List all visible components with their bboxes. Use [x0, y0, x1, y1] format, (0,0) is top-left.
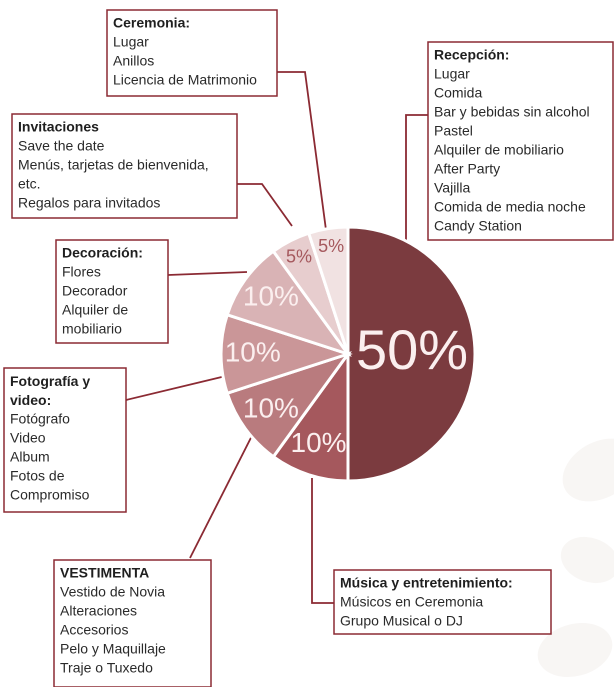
- item: Album: [10, 449, 50, 465]
- item: Regalos para invitados: [18, 195, 160, 211]
- value-label: 10%: [243, 392, 299, 423]
- item: Flores: [62, 264, 101, 280]
- item: Lugar: [434, 66, 470, 82]
- item: Accesorios: [60, 622, 128, 638]
- value-label: 50%: [356, 318, 468, 381]
- label-box: [53, 559, 212, 687]
- pie-slice: [225, 351, 352, 459]
- label-box: [11, 113, 238, 219]
- value-label: 10%: [291, 427, 347, 458]
- value-label: 5%: [286, 247, 312, 267]
- connector: [167, 271, 248, 276]
- value-label: 10%: [243, 280, 299, 311]
- item: Pelo y Maquillaje: [60, 641, 166, 657]
- item: Alquiler de mobiliario: [434, 142, 564, 158]
- value-label: 10%: [225, 336, 281, 367]
- pie-slice: [271, 349, 350, 483]
- category-title: Fotografía y video:: [10, 373, 90, 408]
- item: Pastel: [434, 123, 473, 139]
- item: Alquiler de: [62, 302, 128, 318]
- pie-slice: [219, 312, 353, 396]
- category-title: Invitaciones: [18, 119, 99, 135]
- category-title: Recepción:: [434, 47, 509, 63]
- label-box: [55, 239, 169, 344]
- item: Comida de media noche: [434, 199, 586, 215]
- item: Vestido de Novia: [60, 584, 165, 600]
- label-box: [427, 41, 614, 241]
- item: Bar y bebidas sin alcohol: [434, 104, 590, 120]
- connector: [405, 114, 428, 292]
- connector: [125, 374, 231, 401]
- item: Anillos: [113, 53, 154, 69]
- item: Grupo Musical o DJ: [340, 613, 463, 629]
- item: Candy Station: [434, 218, 522, 234]
- item: Fotógrafo: [10, 411, 70, 427]
- item: Menús, tarjetas de bienvenida,: [18, 157, 209, 173]
- item: Alteraciones: [60, 603, 137, 619]
- item: Vajilla: [434, 180, 471, 196]
- connector: [237, 183, 293, 227]
- category-title: Música y entretenimiento:: [340, 575, 513, 591]
- item: Compromiso: [10, 487, 90, 503]
- item: Licencia de Matrimonio: [113, 72, 257, 88]
- item: Fotos de: [10, 468, 65, 484]
- item: After Party: [434, 161, 500, 177]
- item: mobiliario: [62, 321, 122, 337]
- item: Traje o Tuxedo: [60, 660, 153, 676]
- connector: [311, 478, 334, 604]
- item: Decorador: [62, 283, 128, 299]
- pie-slice: [225, 249, 352, 357]
- pie-slice: [346, 225, 477, 483]
- label-box: [333, 569, 552, 635]
- value-label: 5%: [318, 236, 344, 256]
- label-box: [3, 367, 127, 513]
- label-box: [106, 9, 278, 97]
- decoration: [537, 438, 614, 677]
- category-title: Decoración:: [62, 245, 143, 261]
- pie-slice: [306, 225, 350, 355]
- connector: [277, 71, 327, 231]
- item: Lugar: [113, 34, 149, 50]
- category-title: Ceremonia:: [113, 15, 190, 31]
- category-title: VESTIMENTA: [60, 565, 149, 581]
- item: Video: [10, 430, 46, 446]
- item: Músicos en Ceremonia: [340, 594, 483, 610]
- item: Save the date: [18, 138, 105, 154]
- item: etc.: [18, 176, 41, 192]
- item: Comida: [434, 85, 482, 101]
